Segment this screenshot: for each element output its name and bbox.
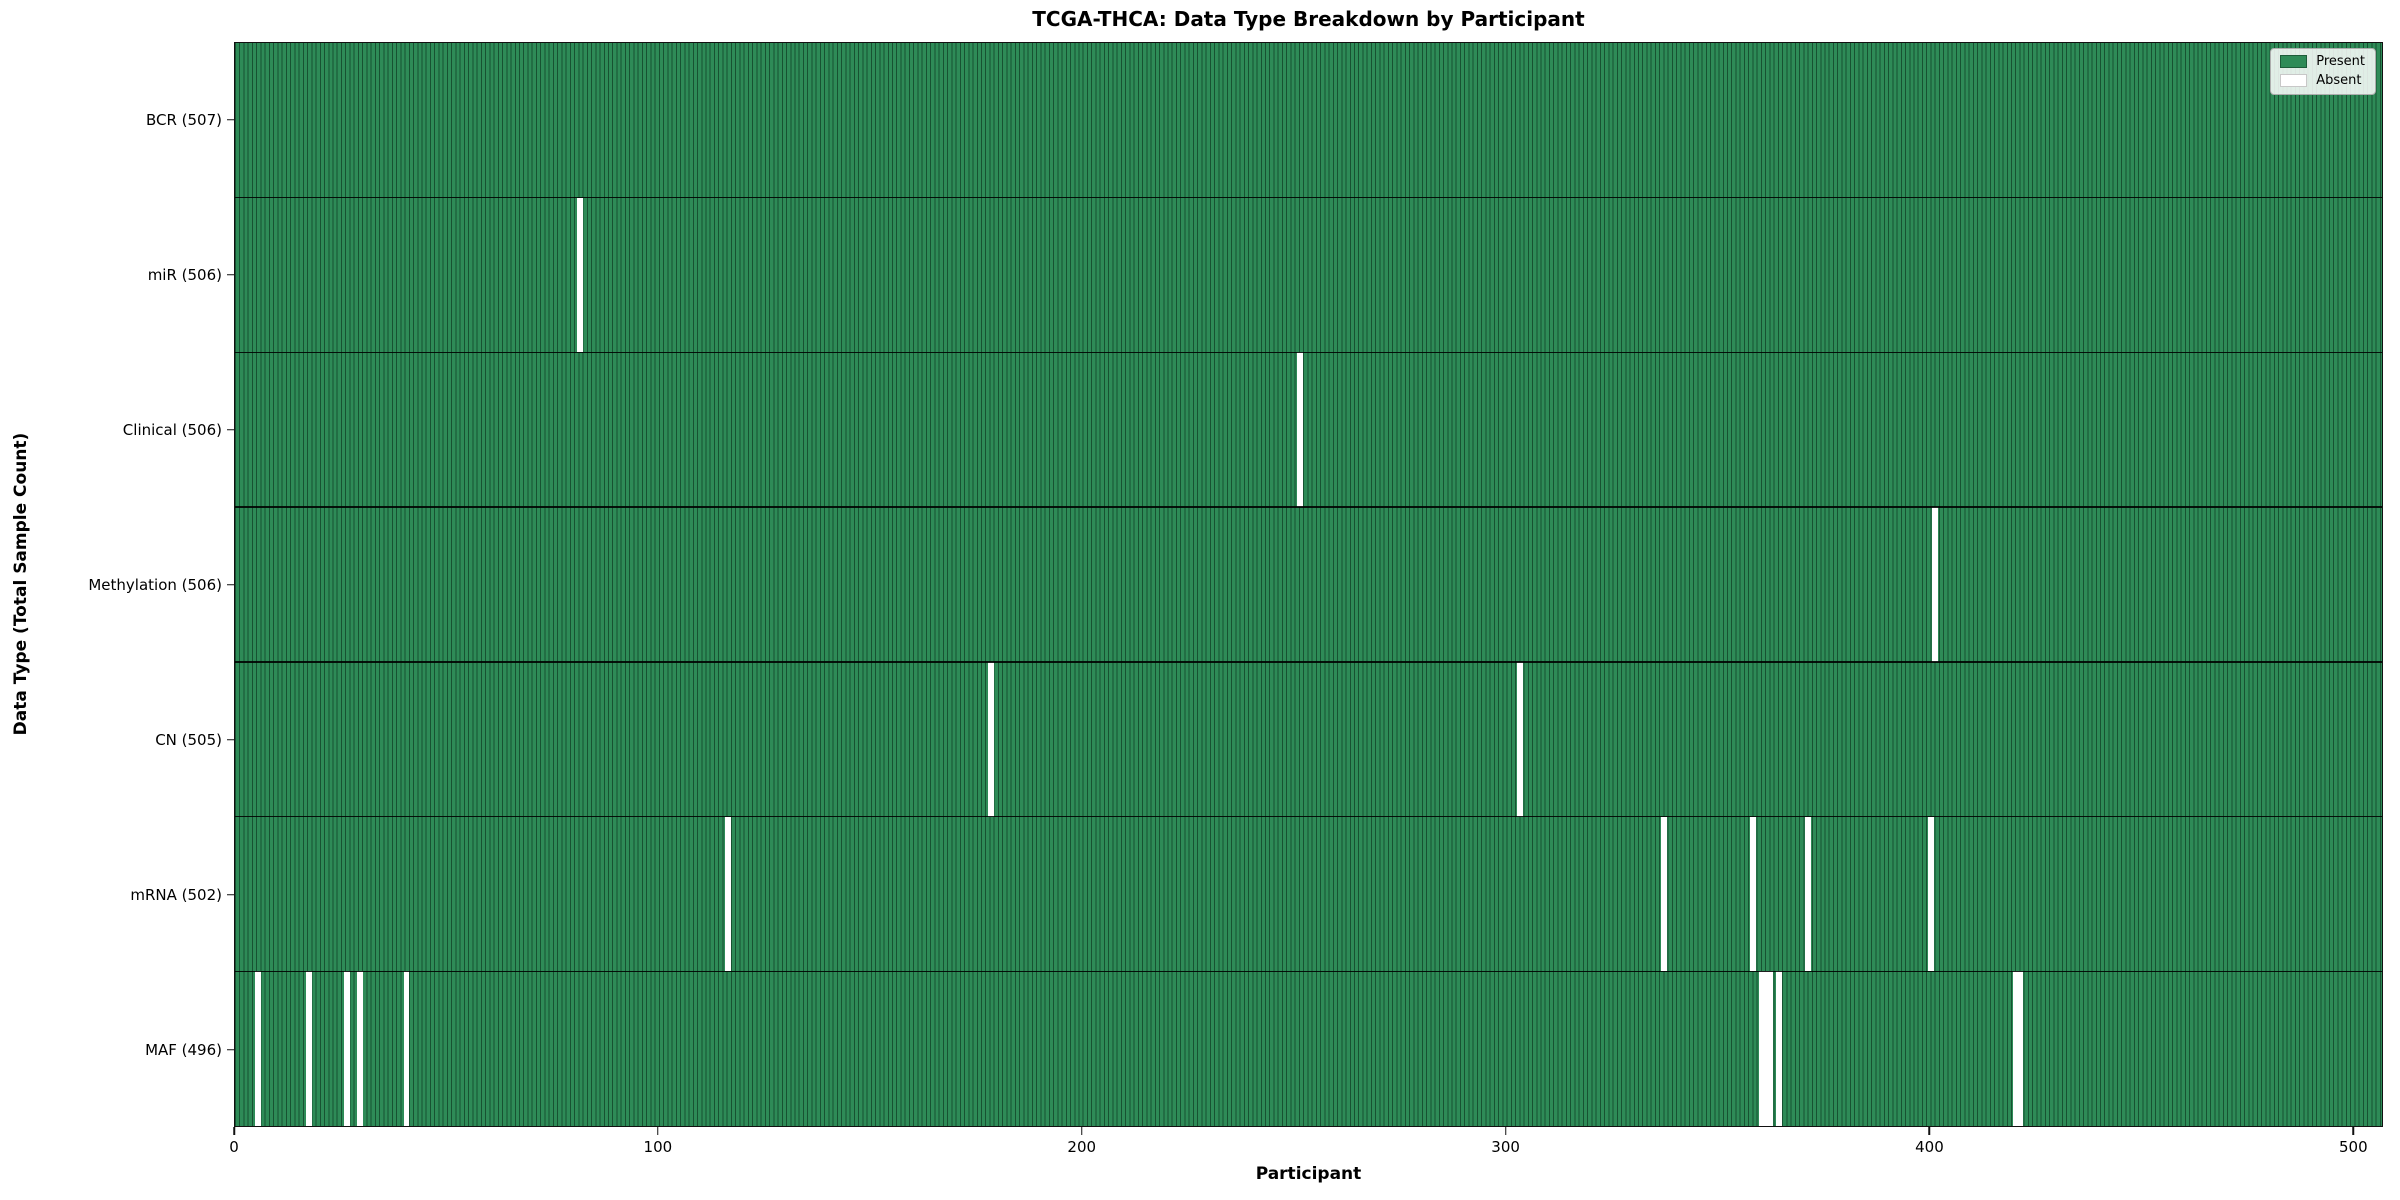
y-tick-mark xyxy=(227,118,234,121)
absent-gap xyxy=(1767,971,1774,1126)
x-tick-label: 100 xyxy=(643,1138,673,1156)
legend-present-swatch xyxy=(2280,55,2308,68)
absent-gap xyxy=(306,971,313,1126)
legend-absent-swatch xyxy=(2280,74,2308,87)
absent-gap xyxy=(987,661,994,817)
x-tick-mark xyxy=(657,1127,659,1135)
x-tick-label: 400 xyxy=(1915,1138,1944,1156)
heatmap-row-bcr xyxy=(235,43,2382,198)
y-tick-label: Methylation (506) xyxy=(88,575,222,594)
legend: Present Absent xyxy=(2270,48,2376,95)
legend-item-present: Present xyxy=(2280,55,2365,68)
x-tick-label: 0 xyxy=(229,1138,239,1156)
plot-area: Present Absent xyxy=(234,42,2383,1127)
heatmap-row-cn xyxy=(235,661,2382,817)
heatmap-row-mrna xyxy=(235,816,2382,972)
absent-gap xyxy=(255,971,262,1126)
absent-gap xyxy=(1932,507,1939,662)
row-separator xyxy=(235,351,2382,354)
row-separator xyxy=(235,815,2382,818)
legend-absent-label: Absent xyxy=(2316,73,2362,88)
legend-present-label: Present xyxy=(2316,54,2365,69)
y-tick-label: Clinical (506) xyxy=(122,420,222,439)
y-tick-mark xyxy=(227,893,234,896)
x-tick-mark xyxy=(1928,1127,1931,1135)
heatmap-row-clinical xyxy=(235,352,2382,508)
heatmap-row-maf xyxy=(235,971,2382,1126)
y-tick-mark xyxy=(227,583,234,586)
absent-gap xyxy=(1661,816,1668,972)
y-tick-mark xyxy=(227,273,234,276)
absent-gap xyxy=(1758,971,1765,1126)
x-tick-mark xyxy=(2352,1127,2355,1135)
row-separator xyxy=(235,197,2382,199)
absent-gap xyxy=(1805,816,1812,972)
absent-gap xyxy=(2016,971,2023,1126)
legend-item-absent: Absent xyxy=(2280,74,2365,87)
row-separator xyxy=(235,506,2382,508)
absent-gap xyxy=(403,971,410,1126)
row-separator xyxy=(235,970,2382,972)
absent-gap xyxy=(1750,816,1757,972)
absent-gap xyxy=(2012,971,2019,1126)
row-separator xyxy=(235,661,2382,663)
y-tick-mark xyxy=(227,738,234,741)
y-tick-label: CN (505) xyxy=(155,730,222,749)
y-tick-label: miR (506) xyxy=(147,265,222,284)
absent-gap xyxy=(1775,971,1782,1126)
absent-gap xyxy=(356,971,363,1126)
x-tick-label: 500 xyxy=(2339,1138,2368,1156)
y-tick-mark xyxy=(227,428,234,431)
absent-gap xyxy=(344,971,351,1126)
y-tick-mark xyxy=(227,1048,234,1051)
y-tick-label: BCR (507) xyxy=(145,110,222,129)
absent-gap xyxy=(1517,661,1524,817)
chart-title: TCGA-THCA: Data Type Breakdown by Partic… xyxy=(1032,7,1585,31)
x-tick-label: 200 xyxy=(1067,1138,1097,1156)
absent-gap xyxy=(1762,971,1769,1126)
x-tick-mark xyxy=(233,1127,235,1135)
absent-gap xyxy=(1297,352,1303,508)
absent-gap xyxy=(725,816,732,972)
x-tick-label: 300 xyxy=(1491,1138,1520,1156)
x-tick-mark xyxy=(1080,1127,1083,1135)
y-tick-label: MAF (496) xyxy=(145,1040,222,1059)
absent-gap xyxy=(1928,816,1934,972)
y-tick-label: mRNA (502) xyxy=(130,885,222,904)
x-tick-mark xyxy=(1504,1127,1507,1135)
heatmap-row-mir xyxy=(235,197,2382,353)
heatmap-row-methylation xyxy=(235,507,2382,662)
absent-gap xyxy=(577,197,584,353)
x-axis-title: Participant xyxy=(1255,1164,1362,1184)
